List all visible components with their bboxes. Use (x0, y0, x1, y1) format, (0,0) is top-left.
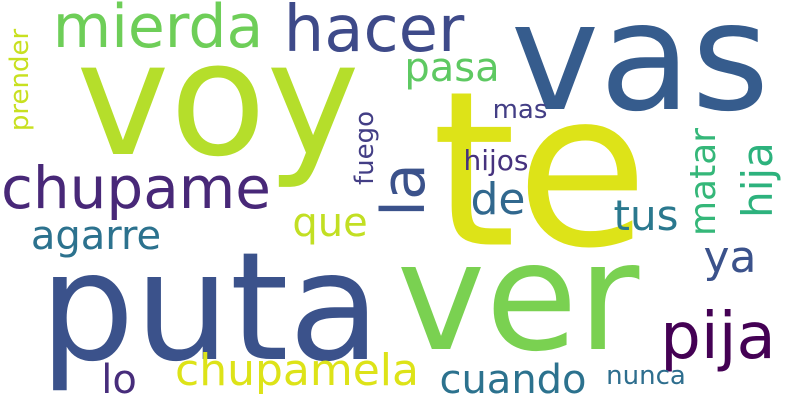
word-pasa: pasa (404, 45, 500, 91)
word-agarre: agarre (30, 213, 162, 259)
word-nunca: nunca (606, 361, 686, 391)
word-vas: vas (510, 0, 770, 145)
word-hacer: hacer (283, 0, 465, 67)
word-ya: ya (703, 232, 757, 283)
word-puta: puta (39, 221, 381, 395)
word-la: la (369, 163, 439, 217)
word-de: de (470, 174, 526, 225)
word-lo: lo (101, 357, 137, 400)
word-matar: matar (683, 127, 724, 237)
word-fuego: fuego (350, 110, 380, 186)
word-chupamela: chupamela (175, 345, 419, 396)
word-mierda: mierda (52, 0, 264, 62)
word-pija: pija (660, 300, 776, 374)
word-que: que (292, 200, 368, 246)
word-tus: tus (613, 191, 679, 240)
word-hija: hija (733, 142, 782, 218)
word-prender: prender (5, 28, 35, 132)
word-mas: mas (492, 95, 548, 125)
word-voy: voy (76, 8, 360, 192)
word-cuando: cuando (439, 357, 587, 400)
word-te: te (431, 44, 649, 296)
word-ver: ver (396, 211, 640, 385)
word-hijos: hijos (463, 144, 529, 177)
word-chupame: chupame (1, 154, 271, 222)
